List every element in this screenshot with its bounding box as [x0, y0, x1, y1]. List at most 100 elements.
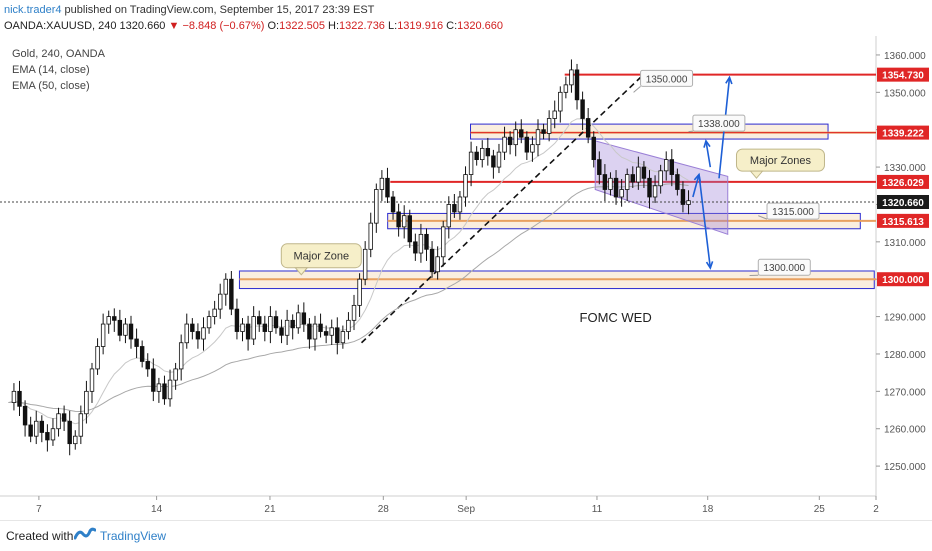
candle-body	[542, 130, 546, 134]
candle-body	[609, 178, 613, 189]
candle-body	[653, 186, 657, 197]
candle-body	[380, 178, 384, 189]
candle-body	[335, 328, 339, 343]
y-tick-label: 1250.000	[884, 462, 926, 473]
x-tick-label: 21	[264, 504, 276, 515]
price-label-text: 1326.029	[882, 178, 924, 189]
candle-body	[46, 432, 50, 439]
candle-body	[514, 130, 518, 145]
candle-body	[308, 324, 312, 339]
price-label-text: 1315.613	[882, 217, 924, 228]
candle-body	[129, 324, 133, 339]
major-zones-label: Major Zones	[750, 155, 812, 167]
price-label-text: 1354.730	[882, 71, 924, 82]
candle-body	[598, 160, 602, 175]
tradingview-link[interactable]: TradingView	[100, 529, 166, 543]
candle-body	[302, 313, 306, 324]
candle-body	[676, 175, 680, 190]
candle-body	[157, 384, 161, 391]
candle-body	[475, 152, 479, 159]
candle-body	[447, 204, 451, 226]
candle-body	[687, 201, 691, 205]
footer: Created with TradingView	[0, 520, 932, 551]
x-tick-label: 18	[702, 504, 714, 515]
candle-body	[324, 332, 328, 336]
candle-body	[519, 130, 523, 137]
candle-body	[419, 234, 423, 253]
candle-body	[402, 216, 406, 227]
candle-body	[241, 324, 245, 331]
candle-body	[631, 175, 635, 182]
candle-body	[620, 190, 624, 197]
candle-body	[497, 152, 501, 167]
candle-body	[296, 313, 300, 328]
candle-body	[480, 148, 484, 159]
major-zone-label: Major Zone	[293, 251, 349, 263]
candle-body	[96, 346, 100, 368]
legend-ema50: EMA (50, close)	[12, 80, 90, 92]
y-tick-label: 1260.000	[884, 425, 926, 436]
candle-body	[458, 197, 462, 212]
candle-body	[285, 320, 289, 335]
candle-body	[408, 216, 412, 242]
candle-body	[124, 324, 128, 335]
candle-body	[430, 249, 434, 271]
candle-body	[257, 317, 261, 324]
candle-body	[570, 70, 574, 85]
candle-body	[464, 175, 468, 197]
candle-body	[592, 137, 596, 159]
candle-body	[230, 279, 234, 309]
candle-body	[330, 328, 334, 335]
candle-body	[179, 343, 183, 369]
candle-body	[453, 204, 457, 211]
support-resistance-zone	[471, 124, 829, 139]
candle-body	[168, 380, 172, 399]
candle-body	[224, 279, 228, 294]
candle-body	[503, 137, 507, 152]
candle-body	[664, 160, 668, 171]
candle-body	[51, 429, 55, 440]
candle-body	[469, 152, 473, 174]
candle-body	[625, 175, 629, 190]
candle-body	[369, 223, 373, 249]
candle-body	[397, 212, 401, 227]
fomc-note: FOMC WED	[580, 310, 652, 325]
candle-body	[553, 111, 557, 118]
candle-body	[140, 346, 144, 361]
candle-body	[218, 294, 222, 309]
candle-body	[174, 369, 178, 380]
candle-body	[79, 414, 83, 436]
candle-body	[29, 425, 33, 436]
candle-body	[90, 369, 94, 391]
candle-body	[352, 305, 356, 320]
candle-body	[492, 156, 496, 167]
candle-body	[291, 320, 295, 327]
candle-body	[525, 137, 529, 152]
y-tick-label: 1310.000	[884, 238, 926, 249]
candle-body	[12, 391, 16, 402]
candle-body	[207, 317, 211, 328]
candle-body	[152, 369, 156, 391]
candle-body	[386, 178, 390, 197]
candle-body	[425, 234, 429, 249]
price-chart[interactable]: 1250.0001260.0001270.0001280.0001290.000…	[0, 0, 932, 520]
callout-label: 1300.000	[763, 263, 805, 274]
candle-body	[347, 320, 351, 331]
candle-body	[436, 257, 440, 272]
candle-body	[648, 178, 652, 197]
candle-body	[391, 197, 395, 212]
x-tick-label: Sep	[457, 504, 475, 515]
candle-body	[581, 100, 585, 119]
candle-body	[57, 414, 61, 429]
candle-body	[23, 406, 27, 425]
candle-body	[185, 324, 189, 343]
candle-body	[269, 317, 273, 332]
candle-body	[637, 167, 641, 182]
y-tick-label: 1290.000	[884, 313, 926, 324]
candle-body	[101, 324, 105, 346]
candle-body	[191, 324, 195, 331]
price-label-text: 1320.660	[882, 198, 924, 209]
price-label-text: 1339.222	[882, 129, 924, 140]
x-tick-label: 2	[873, 504, 879, 515]
x-tick-label: 11	[592, 504, 603, 515]
